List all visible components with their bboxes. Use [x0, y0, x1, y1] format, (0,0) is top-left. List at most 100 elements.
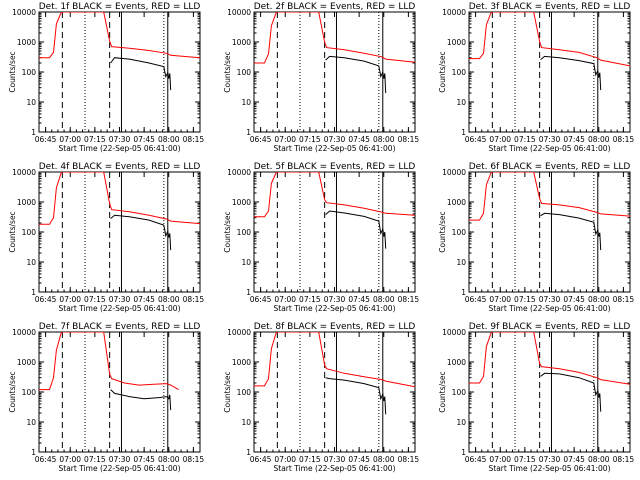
- x-tick-label: 07:45: [563, 135, 585, 144]
- y-axis-label: Counts/sec: [223, 371, 232, 412]
- x-axis-label: Start Time (22-Sep-05 06:41:00): [59, 144, 181, 153]
- y-tick-label: 10: [456, 98, 466, 107]
- y-tick-label: 1: [461, 448, 466, 457]
- x-tick-label: 07:45: [563, 295, 585, 304]
- x-tick-label: 07:15: [84, 455, 106, 464]
- series-events-line: [325, 55, 387, 94]
- y-tick-label: 1: [461, 288, 466, 297]
- x-tick-label: 08:15: [183, 455, 205, 464]
- x-tick-label: 07:30: [539, 455, 561, 464]
- y-tick-label: 10: [241, 98, 251, 107]
- x-tick-label: 08:00: [158, 455, 180, 464]
- y-axis-label: Counts/sec: [438, 371, 447, 412]
- series-lld-line: [39, 12, 200, 59]
- y-tick-label: 1000: [17, 38, 36, 47]
- panel-2: Det. 2f BLACK = Events, RED = LLD 1 10 100 1…: [223, 2, 419, 153]
- x-tick-label: 06:45: [250, 455, 272, 464]
- x-tick-label: 07:45: [348, 135, 370, 144]
- x-tick-label: 07:15: [514, 295, 536, 304]
- x-tick-label: 07:30: [109, 135, 131, 144]
- panel-title: Det. 8f BLACK = Events, RED = LLD: [254, 322, 416, 332]
- x-tick-label: 07:00: [274, 135, 296, 144]
- y-tick-label: 1: [31, 448, 36, 457]
- x-tick-label: 07:00: [489, 295, 511, 304]
- y-axis-label: Counts/sec: [8, 211, 17, 252]
- x-tick-label: 08:00: [373, 135, 395, 144]
- y-axis-label: Counts/sec: [223, 51, 232, 92]
- x-tick-label: 06:45: [465, 295, 487, 304]
- x-tick-label: 08:00: [588, 455, 610, 464]
- x-tick-label: 08:15: [183, 135, 205, 144]
- x-tick-label: 07:15: [514, 135, 536, 144]
- panel-title: Det. 5f BLACK = Events, RED = LLD: [254, 162, 416, 172]
- y-tick-label: 10000: [442, 168, 466, 177]
- x-tick-label: 07:30: [539, 295, 561, 304]
- y-tick-label: 100: [452, 388, 467, 397]
- axes-frame: [38, 11, 201, 133]
- x-tick-label: 06:45: [250, 135, 272, 144]
- y-tick-label: 1000: [232, 38, 251, 47]
- x-tick-label: 07:00: [489, 135, 511, 144]
- series-events-line: [540, 212, 602, 251]
- x-tick-label: 07:15: [84, 295, 106, 304]
- x-tick-label: 07:45: [348, 455, 370, 464]
- y-tick-label: 10: [456, 418, 466, 427]
- y-axis-label: Counts/sec: [223, 211, 232, 252]
- series-events-line: [540, 372, 602, 412]
- y-tick-label: 10000: [12, 328, 36, 337]
- y-tick-label: 1: [31, 128, 36, 137]
- panel-3: Det. 3f BLACK = Events, RED = LLD 1 10 100 1…: [438, 2, 634, 153]
- y-tick-label: 10000: [442, 8, 466, 17]
- y-tick-label: 1000: [17, 198, 36, 207]
- x-tick-label: 08:00: [588, 295, 610, 304]
- x-tick-label: 08:15: [613, 135, 635, 144]
- y-tick-label: 10: [26, 258, 36, 267]
- panel-5: Det. 5f BLACK = Events, RED = LLD 1 10 100 1…: [223, 162, 419, 313]
- axes-frame: [253, 11, 416, 133]
- y-tick-label: 1: [246, 288, 251, 297]
- panel-4: Det. 4f BLACK = Events, RED = LLD 1 10 100 1…: [8, 162, 204, 313]
- x-tick-label: 07:30: [324, 135, 346, 144]
- panel-title: Det. 4f BLACK = Events, RED = LLD: [39, 162, 201, 172]
- x-tick-label: 07:00: [274, 295, 296, 304]
- y-tick-label: 10000: [442, 328, 466, 337]
- x-tick-label: 07:00: [59, 295, 81, 304]
- axes-frame: [468, 331, 631, 453]
- x-tick-label: 07:15: [299, 295, 321, 304]
- x-tick-label: 08:00: [588, 135, 610, 144]
- panel-title: Det. 3f BLACK = Events, RED = LLD: [469, 2, 631, 12]
- x-axis-label: Start Time (22-Sep-05 06:41:00): [59, 304, 181, 313]
- y-tick-label: 10000: [227, 168, 251, 177]
- x-axis-label: Start Time (22-Sep-05 06:41:00): [274, 464, 396, 473]
- series-lld-line: [39, 332, 179, 391]
- y-tick-label: 100: [22, 388, 37, 397]
- panel-1: Det. 1f BLACK = Events, RED = LLD 1 10 100 1…: [8, 2, 204, 153]
- series-lld-line: [39, 172, 200, 225]
- panel-title: Det. 6f BLACK = Events, RED = LLD: [469, 162, 631, 172]
- y-tick-label: 10: [241, 418, 251, 427]
- x-tick-label: 07:00: [59, 135, 81, 144]
- x-tick-label: 08:00: [158, 135, 180, 144]
- x-tick-label: 07:15: [299, 135, 321, 144]
- y-tick-label: 100: [452, 228, 467, 237]
- y-tick-label: 10: [456, 258, 466, 267]
- axes-frame: [468, 11, 631, 133]
- x-axis-label: Start Time (22-Sep-05 06:41:00): [489, 144, 611, 153]
- x-axis-label: Start Time (22-Sep-05 06:41:00): [59, 464, 181, 473]
- y-axis-label: Counts/sec: [8, 371, 17, 412]
- x-tick-label: 07:00: [59, 455, 81, 464]
- y-tick-label: 100: [237, 68, 252, 77]
- series-events-line: [110, 214, 172, 251]
- x-tick-label: 07:30: [324, 295, 346, 304]
- x-tick-label: 08:15: [398, 135, 420, 144]
- panel-9: Det. 9f BLACK = Events, RED = LLD 1 10 100 1…: [438, 322, 634, 473]
- y-tick-label: 10: [241, 258, 251, 267]
- axes-frame: [38, 331, 201, 453]
- x-tick-label: 06:45: [35, 135, 57, 144]
- x-tick-label: 08:15: [183, 295, 205, 304]
- series-lld-line: [254, 12, 415, 64]
- x-axis-label: Start Time (22-Sep-05 06:41:00): [274, 144, 396, 153]
- series-lld-line: [254, 172, 415, 218]
- y-tick-label: 10000: [227, 8, 251, 17]
